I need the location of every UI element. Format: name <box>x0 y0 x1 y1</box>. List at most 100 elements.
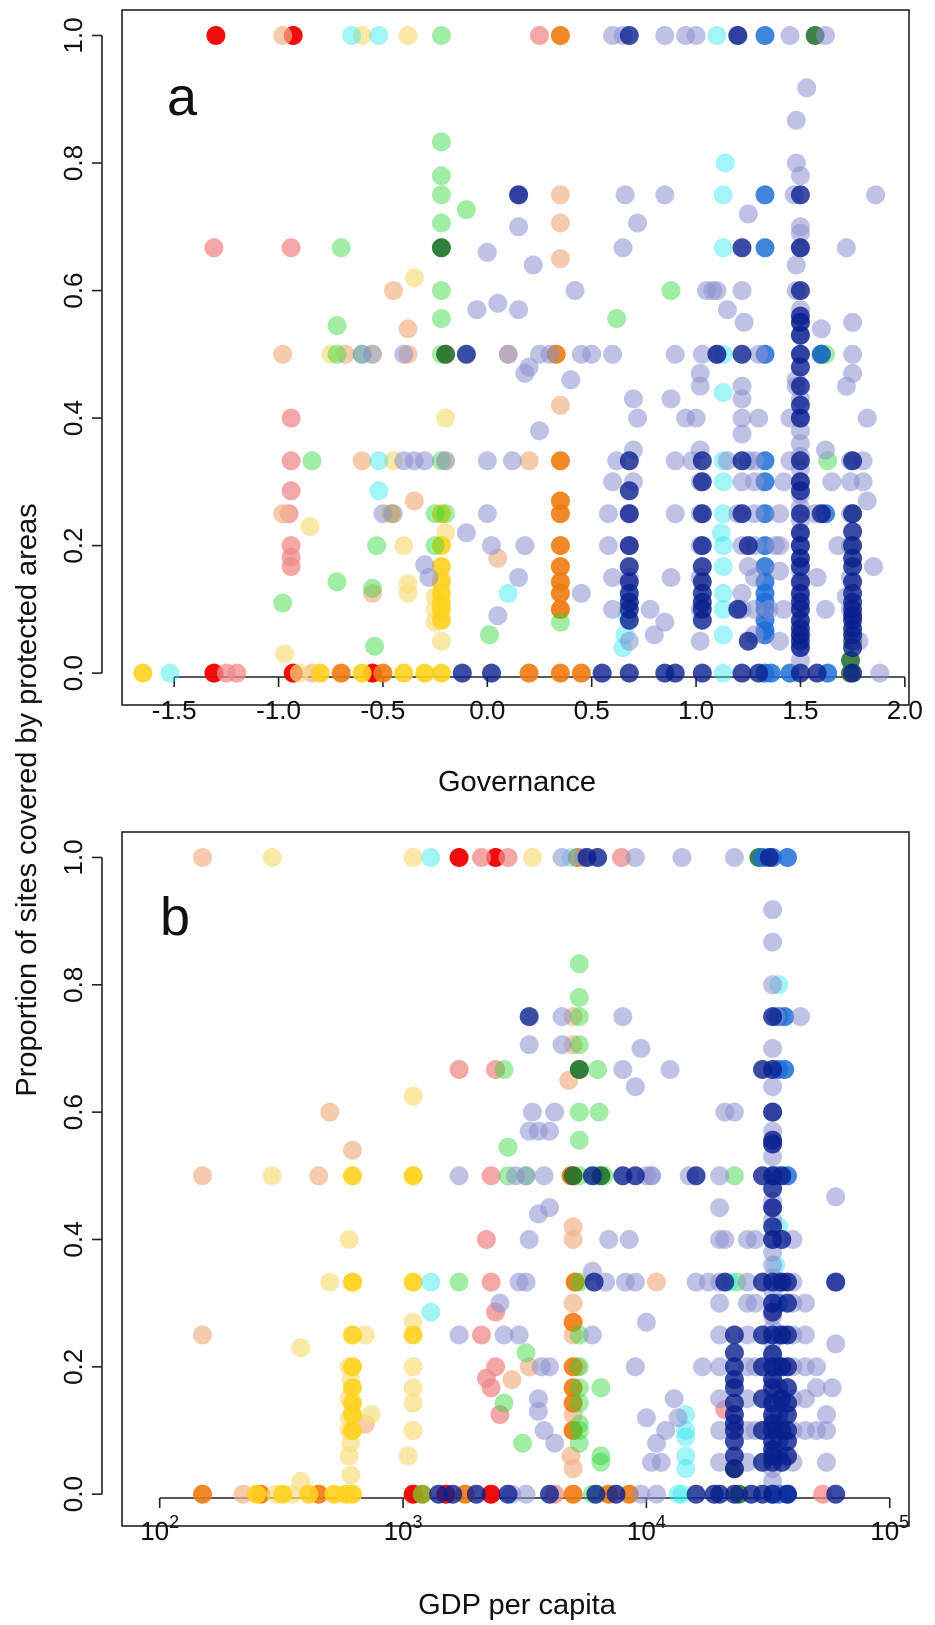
data-point-green <box>591 1446 611 1466</box>
data-point-navy <box>452 663 472 683</box>
data-point-peach <box>398 319 418 339</box>
data-point-orange <box>563 1312 583 1332</box>
data-point-lavender <box>530 421 549 441</box>
data-point-lavender <box>795 1293 815 1313</box>
data-point-lavender <box>655 612 675 632</box>
data-point-lavender <box>710 1421 730 1440</box>
data-point-blue <box>778 848 797 867</box>
panel-a-axes: -1.5 -1.0 -0.5 0.0 0.5 1.0 1.5 2.0 0.0 0.2 0.4 0.6 0… <box>58 17 923 725</box>
data-point-lavender <box>599 1230 619 1249</box>
panel-a-x-axis-title: Governance <box>438 766 596 798</box>
data-point-blue <box>755 26 775 45</box>
data-point-lavender <box>690 376 710 396</box>
data-point-orange <box>563 1378 583 1398</box>
x-tick-label: 103 <box>384 1512 423 1546</box>
data-point-navy <box>732 504 752 524</box>
data-point-pink <box>530 26 549 45</box>
data-point-navy <box>686 1484 706 1504</box>
data-point-lavender <box>668 1408 688 1428</box>
data-point-lavender <box>631 1039 651 1058</box>
data-point-navy <box>843 522 863 542</box>
data-point-lavender <box>522 1102 542 1122</box>
data-point-navy <box>738 631 758 651</box>
data-point-lightyellow <box>289 663 309 683</box>
data-point-navy <box>772 1272 792 1292</box>
data-point-lightyellow <box>403 848 423 867</box>
x-tick-label: 104 <box>627 1512 666 1546</box>
data-point-lavender <box>488 606 508 626</box>
data-point-peach <box>502 1370 522 1390</box>
data-point-pink <box>204 238 224 258</box>
data-point-lavender <box>732 281 752 301</box>
x-tick-label: -1.0 <box>256 695 301 725</box>
data-point-navy <box>772 1166 792 1186</box>
data-point-navy <box>843 504 863 524</box>
data-point-navy <box>692 536 712 556</box>
data-point-lavender <box>763 1077 783 1097</box>
data-point-yellow <box>431 557 451 577</box>
data-point-lavender <box>738 204 758 224</box>
data-point-cyan <box>713 472 733 492</box>
data-point-peach <box>193 1166 212 1186</box>
data-point-cyan <box>676 1459 696 1479</box>
data-point-lavender <box>655 185 675 205</box>
data-point-lavender <box>866 185 886 205</box>
data-point-green <box>569 954 589 974</box>
data-point-lightyellow <box>436 408 456 428</box>
data-point-navy <box>763 1007 783 1027</box>
data-point-lavender <box>703 281 723 301</box>
data-point-lavender <box>655 26 675 45</box>
data-point-lavender <box>519 1230 539 1249</box>
data-point-lavender <box>661 389 681 409</box>
data-point-navy <box>724 1484 744 1504</box>
data-point-navy <box>753 1166 772 1186</box>
data-point-yellow <box>415 663 435 683</box>
data-point-navy <box>592 663 612 683</box>
data-point-lavender <box>528 1401 548 1421</box>
data-point-navy <box>619 663 639 683</box>
data-point-green <box>724 1166 744 1186</box>
data-point-lavender <box>841 472 860 492</box>
data-point-navy <box>753 1060 772 1079</box>
data-point-lavender <box>598 536 618 556</box>
data-point-cyan <box>711 523 731 543</box>
data-point-darkgreen <box>431 238 451 258</box>
data-point-lavender <box>676 408 696 428</box>
data-point-orange <box>550 557 570 577</box>
data-point-lavender <box>816 26 835 45</box>
data-point-yellow <box>343 1357 362 1377</box>
data-point-lavender <box>763 900 783 920</box>
data-point-lavender <box>651 1452 671 1472</box>
data-point-green <box>431 213 451 233</box>
data-point-orange <box>550 536 570 556</box>
x-tick-label: 2.0 <box>887 695 923 725</box>
data-point-lavender <box>763 975 783 995</box>
data-point-lavender <box>394 344 414 364</box>
data-point-green <box>569 1325 589 1345</box>
data-point-lavender <box>619 631 639 651</box>
data-point-navy <box>724 1459 744 1479</box>
data-point-lavender <box>582 344 602 364</box>
data-point-green <box>569 1414 589 1434</box>
data-point-lavender <box>519 1121 539 1141</box>
data-point-lavender <box>870 663 890 683</box>
data-point-lavender <box>774 472 794 492</box>
data-point-lavender <box>817 1452 836 1472</box>
data-point-lavender <box>857 408 877 428</box>
data-point-lavender <box>613 1007 633 1027</box>
data-point-yellow <box>431 663 451 683</box>
data-point-green <box>425 536 445 556</box>
data-point-lightyellow <box>339 1446 359 1466</box>
data-point-peach <box>273 26 293 45</box>
data-point-lavender <box>394 451 414 471</box>
data-point-cyan <box>672 1484 692 1504</box>
data-point-navy <box>772 1230 792 1249</box>
x-tick-label-base: 10 <box>870 1516 899 1546</box>
data-point-lavender <box>710 1198 730 1218</box>
data-point-navy <box>790 663 810 683</box>
data-point-lavender <box>561 370 581 390</box>
data-point-peach <box>309 1166 329 1186</box>
data-point-green <box>456 200 476 220</box>
data-point-lavender <box>494 1325 514 1345</box>
data-point-lavender <box>545 1433 565 1453</box>
